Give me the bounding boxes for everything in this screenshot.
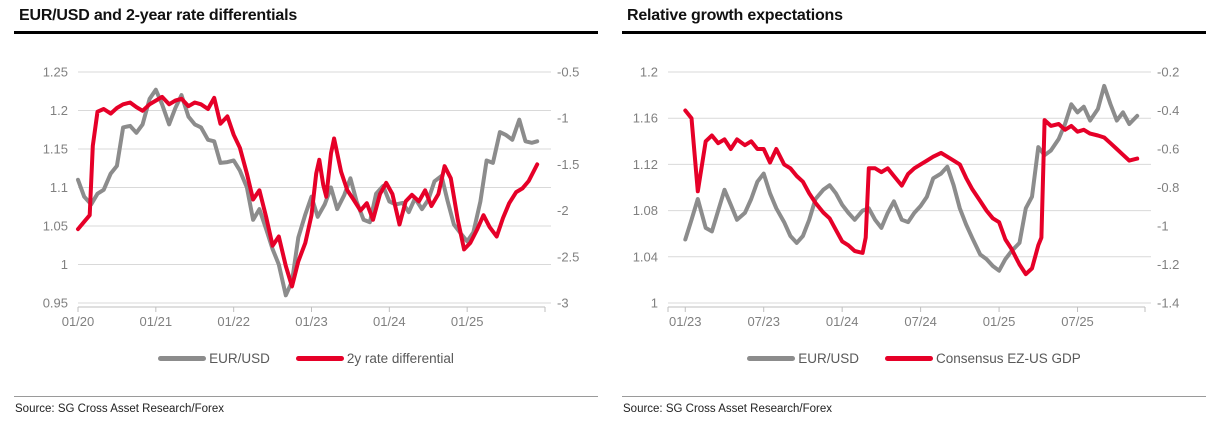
- y-axis-label-right: -0.6: [1157, 142, 1179, 157]
- legend-label: 2y rate differential: [346, 351, 454, 366]
- legend-item-eurusd: EUR/USD: [747, 351, 859, 366]
- y-axis-label-right: -2.5: [557, 249, 579, 264]
- x-axis-label: 01/20: [62, 314, 95, 329]
- y-axis-label-right: -0.5: [557, 65, 579, 80]
- legend-line-swatch: [747, 356, 796, 361]
- y-axis-label-left: 1.2: [50, 103, 68, 118]
- y-axis-label-left: 1.2: [640, 65, 658, 80]
- title-underline: [14, 31, 598, 34]
- legend-item-rate-differential: 2y rate differential: [295, 351, 454, 366]
- y-axis-label-left: 1.25: [43, 65, 68, 80]
- x-axis-label: 01/21: [140, 314, 173, 329]
- y-axis-label-right: -3: [557, 296, 569, 311]
- chart-legend: EUR/USD 2y rate differential: [14, 351, 598, 366]
- chart-plot-area: 1.25 1.2 1.15 1.1 1.05 1 0.95 -0.5 -1 -1.5 -2 -2.5 -…: [43, 65, 580, 330]
- y-axis-label-right: -1.4: [1157, 296, 1179, 311]
- x-axis-label: 07/24: [904, 314, 937, 329]
- 2y-rate-differential-line: [76, 94, 540, 289]
- x-axis-label: 07/25: [1061, 314, 1094, 329]
- y-axis-label-left: 1: [61, 257, 68, 272]
- y-axis-label-left: 1: [651, 296, 658, 311]
- y-axis-label-right: -1.5: [557, 157, 579, 172]
- legend-line-swatch: [295, 356, 344, 361]
- source-note: Source: SG Cross Asset Research/Forex: [15, 403, 224, 415]
- legend-label: EUR/USD: [209, 351, 270, 366]
- y-axis-label-right: -1: [1157, 219, 1169, 234]
- source-divider: [622, 396, 1206, 397]
- chart-title: EUR/USD and 2-year rate differentials: [19, 7, 298, 24]
- x-axis-label: 01/22: [217, 314, 250, 329]
- right-chart-panel: Relative growth expectations 1.2 1.16 1.12…: [622, 0, 1206, 429]
- legend-item-eurusd: EUR/USD: [158, 351, 270, 366]
- y-axis-label-left: 1.16: [633, 111, 658, 126]
- y-axis-label-right: -2: [557, 203, 569, 218]
- title-underline: [622, 31, 1206, 34]
- x-axis-label: 01/24: [826, 314, 859, 329]
- y-axis-label-left: 1.15: [43, 142, 68, 157]
- y-axis-label-right: -0.2: [1157, 65, 1179, 80]
- legend-label: Consensus EZ-US GDP: [935, 351, 1081, 366]
- y-axis-label-left: 1.05: [43, 219, 68, 234]
- chart-title: Relative growth expectations: [627, 7, 843, 24]
- x-axis-label: 01/23: [669, 314, 702, 329]
- legend-line-swatch: [884, 356, 933, 361]
- consensus-ez-us-gdp-line: [683, 108, 1140, 277]
- x-axis-label: 01/24: [373, 314, 406, 329]
- y-axis-label-left: 1.1: [50, 180, 68, 195]
- x-axis-label: 01/25: [451, 314, 484, 329]
- legend-item-consensus-gdp: Consensus EZ-US GDP: [884, 351, 1081, 366]
- legend-line-swatch: [158, 356, 207, 361]
- y-axis-label-right: -0.8: [1157, 180, 1179, 195]
- x-axis-label: 07/23: [747, 314, 780, 329]
- x-axis-label: 01/23: [295, 314, 328, 329]
- eur-usd-line: [683, 83, 1140, 273]
- y-axis-label-left: 1.04: [633, 249, 658, 264]
- chart-legend: EUR/USD Consensus EZ-US GDP: [622, 351, 1206, 366]
- y-axis-label-left: 1.08: [633, 203, 658, 218]
- y-axis-label-right: -1: [557, 111, 569, 126]
- chart-plot-area: 1.2 1.16 1.12 1.08 1.04 1 -0.2 -0.4 -0.6 -0.8 -1 -1…: [633, 65, 1180, 330]
- left-chart-panel: EUR/USD and 2-year rate differentials 1.…: [14, 0, 598, 429]
- y-axis-label-left: 1.12: [633, 157, 658, 172]
- source-divider: [14, 396, 598, 397]
- y-axis-label-right: -0.4: [1157, 103, 1179, 118]
- legend-label: EUR/USD: [798, 351, 859, 366]
- x-axis-label: 01/25: [983, 314, 1016, 329]
- y-axis-label-right: -1.2: [1157, 257, 1179, 272]
- y-axis-label-left: 0.95: [43, 296, 68, 311]
- source-note: Source: SG Cross Asset Research/Forex: [623, 403, 832, 415]
